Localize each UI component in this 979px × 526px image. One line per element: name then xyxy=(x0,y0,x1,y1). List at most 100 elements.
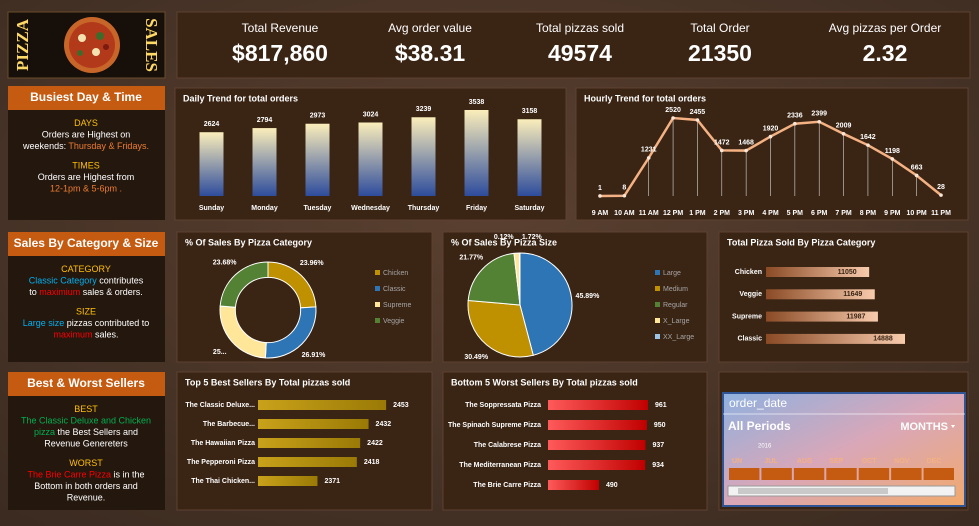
panel-header-title: Busiest Day & Time xyxy=(30,90,142,104)
value-label: 25... xyxy=(213,349,227,356)
chart-title: Daily Trend for total orders xyxy=(183,93,298,103)
chart-title: Total Pizza Sold By Pizza Category xyxy=(727,237,875,247)
x-tick-label: 10 AM xyxy=(614,210,635,217)
text-run: Orders are Highest on xyxy=(42,130,131,140)
point xyxy=(939,193,943,197)
slicer[interactable]: order_date All Periods MONTHS 2016 xyxy=(718,371,969,511)
sidebar-line: The Classic Deluxe and Chicken xyxy=(21,416,151,426)
slicer-month: OCT xyxy=(862,458,878,465)
kpi-value: 2.32 xyxy=(863,40,908,66)
x-tick-label: 9 PM xyxy=(884,210,901,217)
slicer-month-tile[interactable] xyxy=(761,468,792,480)
legend-label: Medium xyxy=(663,286,688,293)
y-tick-label: The Calabrese Pizza xyxy=(474,442,541,449)
bar xyxy=(305,123,330,196)
value-label: 2453 xyxy=(393,402,409,409)
x-tick-label: 7 PM xyxy=(835,210,852,217)
slicer-month-tile[interactable] xyxy=(826,468,857,480)
value-label: 2624 xyxy=(204,121,220,128)
x-tick-label: 11 AM xyxy=(639,210,659,217)
y-tick-label: Classic xyxy=(737,336,762,343)
value-label: 23.96% xyxy=(300,260,325,267)
slicer-month: JUL xyxy=(764,458,778,465)
value-label: 934 xyxy=(652,462,664,469)
bar xyxy=(258,457,357,467)
legend-swatch xyxy=(375,270,380,275)
value-label: 3158 xyxy=(522,108,538,115)
text-run: is in the xyxy=(111,470,145,480)
slicer-month-tile[interactable] xyxy=(858,468,890,480)
x-tick-label: 5 PM xyxy=(787,210,804,217)
text-run: Revenue. xyxy=(67,493,106,503)
chart-title: Hourly Trend for total orders xyxy=(584,93,706,103)
x-tick-label: 3 PM xyxy=(738,210,755,217)
x-tick-label: 10 PM xyxy=(907,210,927,217)
panel-header xyxy=(8,86,165,110)
value-label: 2009 xyxy=(836,123,852,130)
y-tick-label: The Soppressata Pizza xyxy=(465,402,541,409)
legend-swatch xyxy=(655,270,660,275)
panel-header xyxy=(8,372,165,396)
kpi-label: Avg order value xyxy=(388,21,472,35)
kpi-label: Total Revenue xyxy=(242,21,319,35)
point xyxy=(695,118,700,122)
point xyxy=(793,121,797,126)
text-run: SIZE xyxy=(76,307,96,317)
value-label: 937 xyxy=(653,442,665,449)
value-label: 1472 xyxy=(714,139,730,146)
value-label: 2455 xyxy=(690,109,706,116)
kpi-label: Avg pizzas per Order xyxy=(829,21,942,35)
slicer-month: AUG xyxy=(797,458,813,465)
slicer-month-tile[interactable] xyxy=(891,468,922,480)
text-run: WORST xyxy=(69,458,103,468)
value-label: 3024 xyxy=(363,111,379,118)
value-label: 1198 xyxy=(885,148,900,155)
bar xyxy=(464,110,489,196)
point xyxy=(768,134,773,139)
slicer-period: All Periods xyxy=(728,419,791,433)
kpi-label: Total Order xyxy=(690,21,749,35)
slicer-level[interactable]: MONTHS xyxy=(900,421,948,433)
sidebar-line: weekends: Thursday & Fridays. xyxy=(22,141,149,151)
value-label: 1920 xyxy=(763,125,779,132)
value-label: 2432 xyxy=(376,421,392,428)
sidebar-line: to maximium sales & orders. xyxy=(29,287,143,297)
panel-header-title: Best & Worst Sellers xyxy=(27,376,145,390)
sidebar-line: CATEGORY xyxy=(61,264,111,274)
bar xyxy=(548,420,647,430)
legend-swatch xyxy=(655,334,660,339)
bar xyxy=(766,267,870,277)
value-label: 950 xyxy=(654,422,666,429)
y-tick-label: The Mediterranean Pizza xyxy=(459,462,541,469)
text-run: Revenue Genereters xyxy=(44,439,128,449)
bar xyxy=(766,333,905,344)
y-tick-label: Veggie xyxy=(739,291,762,298)
chart-title: Bottom 5 Worst Sellers By Total pizzas s… xyxy=(451,377,638,387)
text-run: Large size xyxy=(23,318,65,328)
x-tick-label: 4 PM xyxy=(762,210,779,217)
chart-title: % Of Sales By Pizza Category xyxy=(185,237,312,247)
sidebar-line: Revenue. xyxy=(67,493,106,503)
value-label: 26.91% xyxy=(302,352,327,359)
value-label: 0.12% xyxy=(494,234,515,241)
text-run: Bottom in both orders and xyxy=(34,481,138,491)
value-label: 1.72% xyxy=(522,234,543,241)
text-run: maximium xyxy=(39,287,80,297)
x-tick-label: Tuesday xyxy=(304,205,332,212)
text-run: TIMES xyxy=(72,161,100,171)
text-run: The Brie Carre Pizza xyxy=(27,470,111,480)
slice xyxy=(219,261,269,308)
legend-label: Veggie xyxy=(383,318,405,325)
slicer-month-tile[interactable] xyxy=(793,468,825,480)
slicer-title: order_date xyxy=(729,396,787,410)
legend-swatch xyxy=(375,302,380,307)
slicer-month-tile[interactable] xyxy=(923,468,954,480)
value-label: 2422 xyxy=(367,440,383,447)
panel-header-title: Sales By Category & Size xyxy=(14,236,159,250)
kpi-strip xyxy=(176,11,971,79)
point xyxy=(719,148,724,153)
slicer-month-tile[interactable] xyxy=(729,468,760,480)
point xyxy=(817,119,822,124)
point xyxy=(622,193,627,198)
legend-swatch xyxy=(655,286,660,291)
